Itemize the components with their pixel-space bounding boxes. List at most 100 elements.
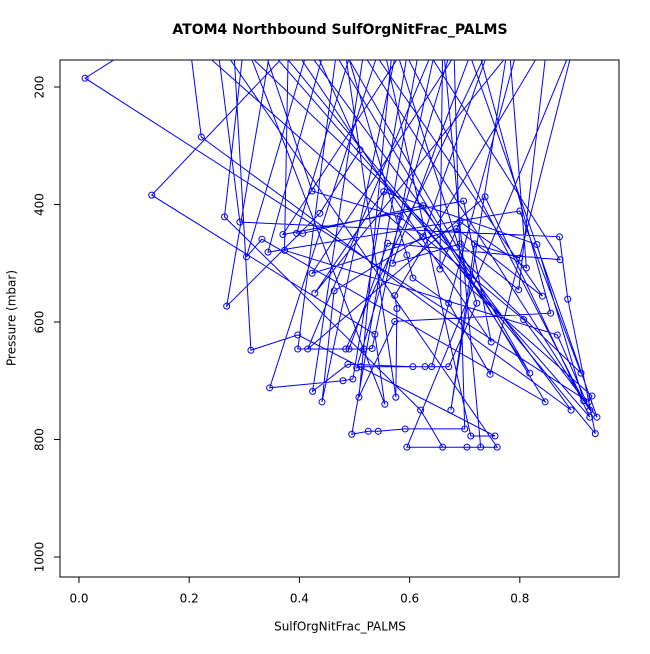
- data-point: [481, 193, 489, 201]
- data-point: [339, 377, 347, 385]
- y-tick-label: 800: [33, 428, 47, 451]
- data-point: [396, 213, 404, 221]
- x-tick-label: 0.6: [400, 592, 419, 606]
- data-point: [538, 292, 546, 300]
- data-point: [493, 443, 501, 451]
- data-point: [294, 345, 302, 353]
- data-line: [84, 60, 598, 448]
- data-point: [526, 369, 534, 377]
- data-point: [360, 345, 368, 353]
- data-point: [567, 406, 575, 414]
- data-point: [572, 37, 578, 43]
- data-point: [356, 146, 364, 154]
- data-point: [357, 363, 365, 371]
- data-point: [586, 413, 594, 421]
- plot-area: [81, 37, 601, 451]
- data-point: [486, 370, 494, 378]
- data-point: [564, 295, 572, 303]
- data-point: [555, 233, 563, 241]
- data-point: [419, 202, 427, 210]
- data-point: [544, 37, 550, 43]
- data-point: [318, 398, 326, 406]
- data-point: [439, 443, 447, 451]
- data-point: [236, 218, 244, 226]
- data-point: [299, 229, 307, 237]
- data-point: [452, 225, 460, 233]
- data-point: [349, 375, 357, 383]
- data-point: [393, 305, 401, 313]
- data-point: [148, 191, 156, 199]
- data-point: [403, 443, 411, 451]
- data-point: [456, 218, 464, 226]
- data-point: [374, 427, 382, 435]
- data-point: [456, 240, 464, 248]
- data-point: [477, 443, 485, 451]
- data-point: [487, 338, 495, 346]
- x-tick-label: 0.0: [69, 592, 88, 606]
- data-point: [368, 344, 376, 352]
- data-point: [541, 398, 549, 406]
- chart-title: ATOM4 Northbound SulfOrgNitFrac_PALMS: [172, 22, 507, 38]
- data-point: [419, 233, 427, 241]
- data-point: [588, 392, 596, 400]
- data-point: [258, 235, 266, 243]
- data-point: [391, 317, 399, 325]
- data-point: [428, 363, 436, 371]
- data-point: [392, 393, 400, 401]
- data-point: [447, 406, 455, 414]
- x-tick-label: 0.4: [290, 592, 309, 606]
- data-point: [516, 207, 524, 215]
- data-point: [243, 253, 251, 261]
- data-point: [311, 289, 319, 297]
- data-point: [384, 239, 392, 247]
- y-tick-label: 1000: [33, 542, 47, 573]
- data-point: [371, 330, 379, 338]
- data-point: [81, 74, 89, 82]
- data-point: [304, 345, 312, 353]
- data-point: [445, 299, 453, 307]
- data-point: [417, 406, 425, 414]
- data-point: [330, 287, 338, 295]
- data-point: [577, 369, 585, 377]
- x-axis-label: SulfOrgNitFrac_PALMS: [274, 620, 406, 634]
- data-point: [308, 187, 316, 195]
- data-point: [355, 393, 363, 401]
- data-point: [308, 269, 316, 277]
- data-point: [294, 331, 302, 339]
- data-point: [380, 188, 388, 196]
- data-point: [580, 397, 588, 405]
- x-tick-label: 0.8: [510, 592, 529, 606]
- data-point: [281, 246, 289, 254]
- data-point: [344, 360, 352, 368]
- data-point: [316, 209, 324, 217]
- data-point: [389, 259, 397, 267]
- data-point: [353, 364, 361, 372]
- data-point: [591, 430, 599, 438]
- data-point: [266, 384, 274, 392]
- data-point: [522, 264, 530, 272]
- data-point: [593, 413, 601, 421]
- data-point: [409, 274, 417, 282]
- data-point: [460, 197, 468, 205]
- y-axis-label: Pressure (mbar): [5, 270, 19, 366]
- data-point: [445, 363, 453, 371]
- data-point: [401, 425, 409, 433]
- data-point: [348, 430, 356, 438]
- data-point: [467, 432, 475, 440]
- data-point: [491, 432, 499, 440]
- data-point: [279, 230, 287, 238]
- data-point: [436, 265, 444, 273]
- data-point: [517, 37, 523, 43]
- data-point: [516, 254, 524, 262]
- data-point: [345, 345, 353, 353]
- data-point: [553, 331, 561, 339]
- data-point: [585, 398, 593, 406]
- data-point: [533, 240, 541, 248]
- data-point: [471, 240, 479, 248]
- y-tick-label: 600: [33, 311, 47, 334]
- data-point: [342, 345, 350, 353]
- x-tick-label: 0.2: [180, 592, 199, 606]
- data-point: [586, 406, 594, 414]
- data-point: [381, 400, 389, 408]
